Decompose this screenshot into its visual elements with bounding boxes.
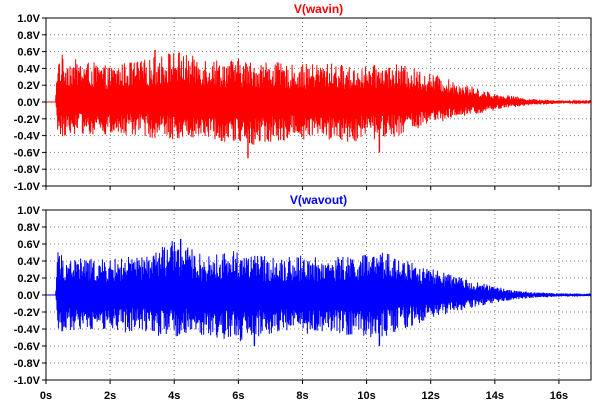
y-tick-label: -0.6V xyxy=(14,147,41,159)
x-tick-label: 4s xyxy=(168,390,180,402)
y-tick-label: 1.0V xyxy=(17,13,40,25)
y-tick-label: 0.0V xyxy=(17,97,40,109)
y-tick-label: 0.6V xyxy=(17,47,40,59)
x-tick-label: 10s xyxy=(357,390,375,402)
y-tick-label: 0.6V xyxy=(17,239,40,251)
y-tick-label: -0.8V xyxy=(14,358,41,370)
y-tick-label: -0.4V xyxy=(14,324,41,336)
x-tick-label: 6s xyxy=(232,390,244,402)
waveform-wavin xyxy=(46,52,592,145)
pane-wavout: V(wavout) 1.0V 0.8V 0.6V 0.4V 0.2V 0.0V -0.2V -0… xyxy=(14,193,592,402)
y-tick-label: -0.2V xyxy=(14,114,41,126)
chart-title-wavout: V(wavout) xyxy=(290,193,347,207)
y-tick-label: 0.4V xyxy=(17,256,40,268)
x-tick-label: 8s xyxy=(296,390,308,402)
waveform-wavout xyxy=(46,241,592,342)
y-tick-label: 0.8V xyxy=(17,30,40,42)
y-tick-label: 0.2V xyxy=(17,80,40,92)
plot-frame-wavin xyxy=(45,17,592,187)
y-tick-label: 0.2V xyxy=(17,273,40,285)
y-tick-label: 0.0V xyxy=(17,290,40,302)
x-tick-label: 16s xyxy=(550,390,568,402)
y-tick-label: -0.4V xyxy=(14,131,41,143)
pane-wavin: V(wavin) 1.0V 0.8V 0.6V 0.4V 0.2V 0.0V -0.2V -0.… xyxy=(14,2,592,193)
y-tick-label: -0.2V xyxy=(14,307,41,319)
y-tick-label: -0.8V xyxy=(14,164,41,176)
y-tick-label: -1.0V xyxy=(14,375,41,387)
y-tick-label: 0.8V xyxy=(17,222,40,234)
plot-frame-wavout xyxy=(45,209,592,381)
y-tick-label: 1.0V xyxy=(17,205,40,217)
x-tick-label: 0s xyxy=(40,390,52,402)
y-tick-label: -0.6V xyxy=(14,341,41,353)
y-tick-label: -1.0V xyxy=(14,181,41,193)
chart-title-wavin: V(wavin) xyxy=(294,2,343,16)
x-tick-label: 12s xyxy=(422,390,440,402)
y-tick-label: 0.4V xyxy=(17,63,40,75)
x-tick-label: 14s xyxy=(486,390,504,402)
x-tick-label: 2s xyxy=(104,390,116,402)
